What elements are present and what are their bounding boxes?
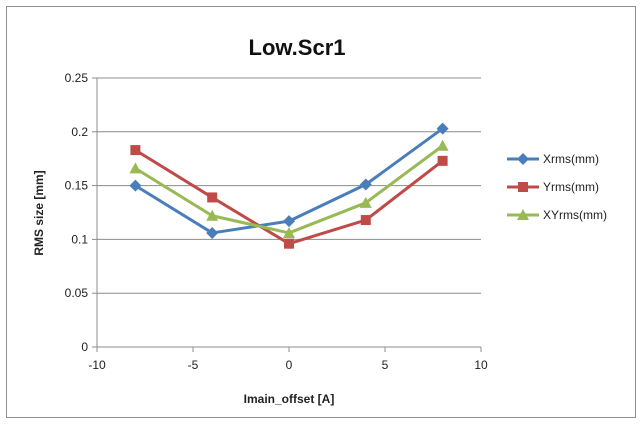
- y-tick-label-0: 0: [81, 340, 88, 354]
- data-point-2-1: [206, 209, 219, 221]
- x-tick-label-0: -10: [88, 358, 106, 372]
- legend-marker-1: [518, 182, 528, 192]
- data-point-0-3: [359, 178, 372, 191]
- legend: Xrms(mm) Yrms(mm) XYrms(mm): [507, 152, 607, 222]
- data-point-2-0: [129, 162, 142, 174]
- data-point-1-0: [130, 145, 141, 156]
- data-series: [129, 122, 449, 249]
- x-tick-label-4: 10: [474, 358, 488, 372]
- data-point-0-1: [206, 226, 219, 239]
- data-point-0-0: [129, 179, 142, 192]
- series-0: [129, 122, 449, 239]
- data-point-2-3: [359, 196, 372, 208]
- x-tick-label-1: -5: [188, 358, 199, 372]
- y-tick-label-3: 0.15: [65, 179, 89, 193]
- chart-title: Low.Scr1: [249, 35, 346, 60]
- data-point-0-2: [283, 215, 295, 228]
- series-2: [129, 139, 449, 238]
- y-tick-label-2: 0.1: [71, 232, 88, 246]
- data-point-2-4: [436, 139, 449, 151]
- data-point-2-2: [283, 226, 295, 238]
- legend-label-1: Yrms(mm): [543, 180, 599, 194]
- y-tick-label-5: 0.25: [65, 71, 89, 85]
- legend-item-0: Xrms(mm): [507, 152, 599, 166]
- data-point-1-4: [437, 155, 448, 166]
- legend-marker-2: [517, 209, 529, 220]
- tick-labels: 0 0.05 0.1 0.15 0.2 0.25 -10 -5 0 5 10: [65, 71, 488, 372]
- line-chart: Low.Scr1 0 0.05 0.1 0.15 0.2 0.25 -10 -5 0 5 10 Im…: [32, 35, 607, 406]
- grid-lines: [97, 77, 481, 294]
- y-tick-label-1: 0.05: [65, 286, 89, 300]
- x-tick-label-2: 0: [286, 358, 293, 372]
- y-axis-title: RMS size [mm]: [32, 170, 46, 255]
- legend-marker-0: [517, 153, 529, 165]
- legend-item-2: XYrms(mm): [507, 208, 607, 222]
- legend-item-1: Yrms(mm): [507, 180, 599, 194]
- data-point-1-2: [284, 238, 294, 249]
- legend-label-2: XYrms(mm): [543, 208, 607, 222]
- data-point-0-4: [436, 122, 449, 135]
- data-point-1-3: [360, 215, 371, 226]
- data-point-1-1: [207, 192, 218, 203]
- y-tick-label-4: 0.2: [71, 125, 88, 139]
- x-tick-label-3: 5: [382, 358, 389, 372]
- series-1: [130, 145, 448, 249]
- x-axis-title: Imain_offset [A]: [244, 392, 335, 406]
- legend-label-0: Xrms(mm): [543, 152, 599, 166]
- chart-frame: Low.Scr1 0 0.05 0.1 0.15 0.2 0.25 -10 -5 0 5 10 Im…: [6, 6, 636, 418]
- axes: [92, 77, 482, 352]
